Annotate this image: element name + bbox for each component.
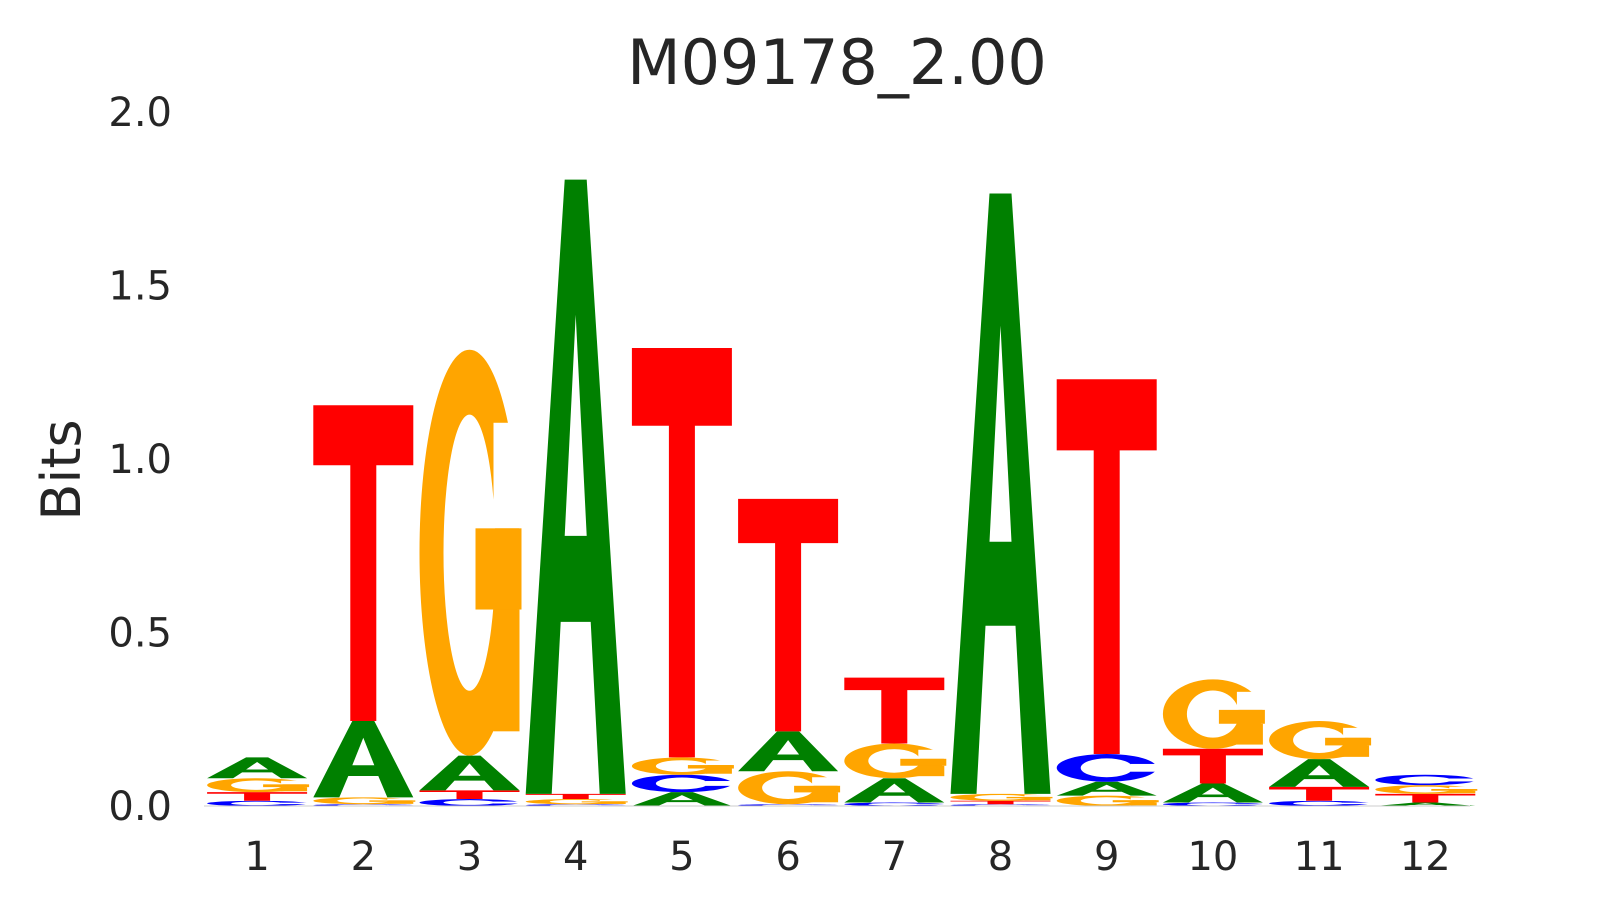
y-tick-label: 0.5 (108, 611, 172, 657)
logo-letter-t-pos-1 (207, 792, 308, 801)
logo-letter-g-pos-2 (313, 797, 416, 805)
y-tick-label: 1.5 (108, 264, 172, 310)
logo-letter-c-pos-7 (844, 802, 947, 806)
logo-letter-a-pos-12 (1375, 802, 1476, 806)
chart-title: M09178_2.00 (627, 26, 1047, 99)
logo-letter-g-pos-1 (207, 778, 310, 793)
logo-letter-c-pos-12 (1375, 774, 1478, 786)
logo-letter-a-pos-5 (631, 792, 732, 806)
logo-letter-t-pos-5 (631, 347, 732, 758)
logo-letter-c-pos-5 (631, 774, 734, 793)
x-tick-label: 12 (1400, 834, 1451, 880)
logo-letter-g-pos-8 (950, 793, 1053, 801)
logo-letter-t-pos-9 (1056, 379, 1157, 754)
logo-letter-g-pos-9 (1056, 795, 1159, 806)
logo-letter-c-pos-9 (1056, 753, 1159, 782)
logo-letter-c-pos-3 (419, 799, 522, 806)
logo-letter-t-pos-3 (419, 790, 520, 800)
logo-letter-t-pos-8 (950, 800, 1051, 805)
logo-letter-g-pos-7 (844, 743, 947, 779)
x-tick-label: 2 (351, 834, 376, 880)
logo-letters (207, 179, 1478, 806)
logo-letter-t-pos-7 (844, 677, 945, 744)
logo-letter-g-pos-12 (1375, 785, 1478, 794)
logo-letter-a-pos-4 (525, 179, 626, 794)
x-axis-ticks: 1 2 3 4 5 6 7 8 9 10 11 12 (244, 834, 1450, 880)
logo-letter-c-pos-1 (207, 800, 310, 806)
x-tick-label: 3 (457, 834, 482, 880)
x-tick-label: 1 (244, 834, 269, 880)
logo-letter-g-pos-3 (419, 349, 522, 756)
logo-letter-t-pos-6 (738, 498, 839, 732)
x-tick-label: 10 (1187, 834, 1238, 880)
logo-letter-a-pos-10 (1162, 783, 1263, 803)
logo-letter-a-pos-11 (1269, 759, 1370, 787)
x-tick-label: 4 (563, 834, 588, 880)
logo-letter-g-pos-6 (738, 771, 841, 805)
logo-letter-a-pos-7 (844, 778, 945, 803)
logo-letter-g-pos-4 (525, 799, 628, 805)
logo-letter-a-pos-1 (207, 757, 308, 779)
x-tick-label: 5 (669, 834, 694, 880)
x-tick-label: 8 (988, 834, 1013, 880)
x-tick-label: 6 (775, 834, 800, 880)
x-tick-label: 9 (1094, 834, 1119, 880)
logo-letter-a-pos-2 (313, 720, 414, 798)
logo-letter-a-pos-6 (738, 731, 839, 772)
y-tick-label: 2.0 (108, 90, 172, 136)
logo-letter-t-pos-11 (1269, 786, 1370, 801)
x-tick-label: 11 (1294, 834, 1345, 880)
logo-letter-g-pos-5 (631, 757, 734, 775)
y-tick-label: 0.0 (108, 784, 172, 830)
logo-letter-t-pos-10 (1162, 748, 1263, 784)
logo-letter-a-pos-9 (1056, 781, 1157, 796)
y-tick-label: 1.0 (108, 437, 172, 483)
logo-letter-a-pos-8 (950, 193, 1051, 794)
logo-letter-c-pos-10 (1162, 802, 1265, 806)
logo-letter-a-pos-3 (419, 755, 520, 791)
logo-letter-g-pos-11 (1269, 720, 1372, 760)
logo-letter-c-pos-11 (1269, 800, 1372, 806)
y-axis-ticks: 0.0 0.5 1.0 1.5 2.0 (108, 90, 172, 830)
logo-letter-t-pos-4 (525, 793, 626, 800)
logo-letter-t-pos-2 (313, 405, 414, 721)
logo-letter-t-pos-12 (1375, 793, 1476, 803)
x-tick-label: 7 (882, 834, 907, 880)
y-axis-label: Bits (30, 419, 93, 520)
logo-letter-g-pos-10 (1162, 679, 1265, 749)
